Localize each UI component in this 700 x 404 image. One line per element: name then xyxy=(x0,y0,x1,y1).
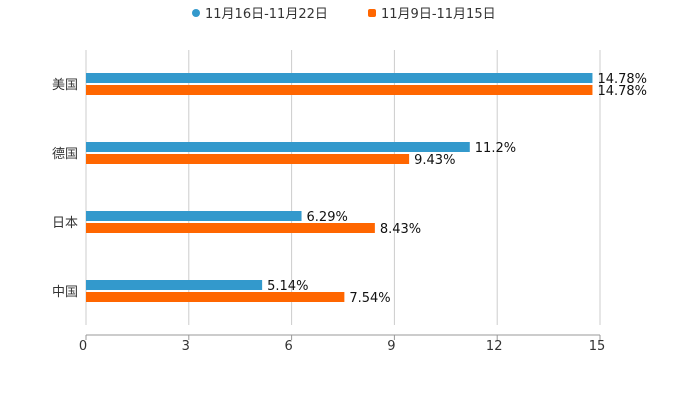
x-tick-label: 0 xyxy=(79,339,87,354)
legend-marker xyxy=(368,9,376,17)
bar xyxy=(86,73,593,83)
category-label: 德国 xyxy=(52,147,78,162)
data-label: 14.78% xyxy=(597,72,647,87)
bar xyxy=(86,85,593,95)
legend-label: 11月9日-11月15日 xyxy=(381,7,496,22)
bars: 14.78%14.78% 11.2% 9.43% 6.29% 8.43% 5.14% 7.5… xyxy=(86,72,647,306)
bar xyxy=(86,211,302,221)
x-tick-label: 9 xyxy=(387,339,395,354)
bar xyxy=(86,280,263,290)
x-tick-label: 3 xyxy=(182,339,190,354)
data-label: 14.78% xyxy=(597,84,647,99)
category-label: 日本 xyxy=(52,216,78,231)
data-label: 9.43% xyxy=(414,153,455,168)
grid xyxy=(85,50,601,325)
legend-marker xyxy=(192,9,200,17)
legend-label: 11月16日-11月22日 xyxy=(205,7,328,22)
category-label: 中国 xyxy=(52,285,78,300)
category-label: 美国 xyxy=(52,78,78,93)
x-tick-label: 12 xyxy=(486,339,503,354)
bar xyxy=(86,142,470,152)
legend: 11月16日-11月22日 11月9日-11月15日 xyxy=(192,7,496,22)
bar xyxy=(86,292,345,302)
data-label: 8.43% xyxy=(380,222,421,237)
data-label: 7.54% xyxy=(349,291,390,306)
x-tick-label: 15 xyxy=(589,339,606,354)
bar xyxy=(86,223,375,233)
x-axis: 0 3 6 9 12 15 xyxy=(79,334,606,354)
bar xyxy=(86,154,410,164)
x-tick-label: 6 xyxy=(284,339,292,354)
data-label: 6.29% xyxy=(307,210,348,225)
data-label: 11.2% xyxy=(475,141,516,156)
data-label: 5.14% xyxy=(267,279,308,294)
